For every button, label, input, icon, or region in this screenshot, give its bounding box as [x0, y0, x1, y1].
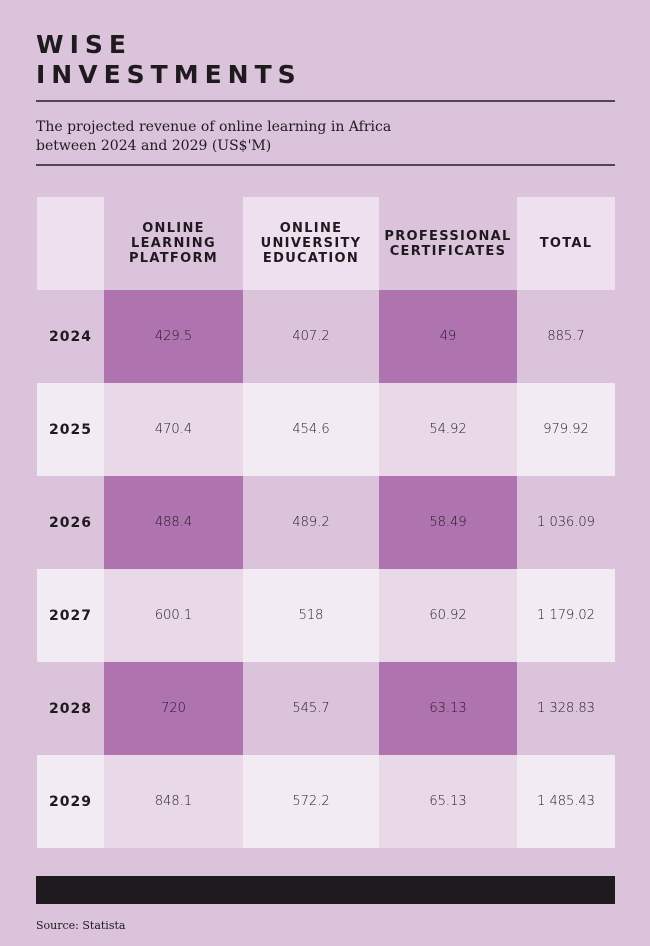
- value-cell: 518: [243, 569, 379, 662]
- divider: [36, 164, 615, 166]
- column-header: ONLINE LEARNING PLATFORM: [104, 197, 243, 290]
- column-header: PROFESSIONAL CERTIFICATES: [379, 197, 517, 290]
- column-header: ONLINE UNIVERSITY EDUCATION: [243, 197, 379, 290]
- value-cell: 489.2: [243, 476, 379, 569]
- source-note: Source: Statista: [36, 919, 126, 932]
- revenue-table: ONLINE LEARNING PLATFORM ONLINE UNIVERSIT…: [37, 197, 615, 848]
- value-cell: 429.5: [104, 290, 243, 383]
- value-cell: 65.13: [379, 755, 517, 848]
- column-header: TOTAL: [517, 197, 615, 290]
- divider: [36, 100, 615, 102]
- value-cell: 49: [379, 290, 517, 383]
- value-cell: 720: [104, 662, 243, 755]
- value-cell: 1 179.02: [517, 569, 615, 662]
- value-cell: 572.2: [243, 755, 379, 848]
- page-title: WISE INVESTMENTS: [36, 30, 302, 90]
- value-cell: 488.4: [104, 476, 243, 569]
- table-row: 2027 600.1 518 60.92 1 179.02: [37, 569, 615, 662]
- year-cell: 2024: [37, 290, 104, 383]
- value-cell: 1 036.09: [517, 476, 615, 569]
- year-cell: 2026: [37, 476, 104, 569]
- value-cell: 454.6: [243, 383, 379, 476]
- table-row: 2028 720 545.7 63.13 1 328.83: [37, 662, 615, 755]
- value-cell: 470.4: [104, 383, 243, 476]
- table-row: 2029 848.1 572.2 65.13 1 485.43: [37, 755, 615, 848]
- year-cell: 2025: [37, 383, 104, 476]
- value-cell: 63.13: [379, 662, 517, 755]
- value-cell: 54.92: [379, 383, 517, 476]
- value-cell: 545.7: [243, 662, 379, 755]
- column-header: [37, 197, 104, 290]
- title-line-2: INVESTMENTS: [36, 60, 302, 89]
- value-cell: 848.1: [104, 755, 243, 848]
- year-cell: 2028: [37, 662, 104, 755]
- subtitle: The projected revenue of online learning…: [36, 119, 392, 154]
- value-cell: 979.92: [517, 383, 615, 476]
- table-row: 2024 429.5 407.2 49 885.7: [37, 290, 615, 383]
- year-cell: 2027: [37, 569, 104, 662]
- value-cell: 60.92: [379, 569, 517, 662]
- footer-bar: [36, 876, 615, 904]
- value-cell: 885.7: [517, 290, 615, 383]
- year-cell: 2029: [37, 755, 104, 848]
- value-cell: 407.2: [243, 290, 379, 383]
- title-line-1: WISE: [36, 30, 132, 59]
- value-cell: 1 485.43: [517, 755, 615, 848]
- value-cell: 1 328.83: [517, 662, 615, 755]
- value-cell: 600.1: [104, 569, 243, 662]
- table-row: 2026 488.4 489.2 58.49 1 036.09: [37, 476, 615, 569]
- table-row: 2025 470.4 454.6 54.92 979.92: [37, 383, 615, 476]
- value-cell: 58.49: [379, 476, 517, 569]
- table-header-row: ONLINE LEARNING PLATFORM ONLINE UNIVERSIT…: [37, 197, 615, 290]
